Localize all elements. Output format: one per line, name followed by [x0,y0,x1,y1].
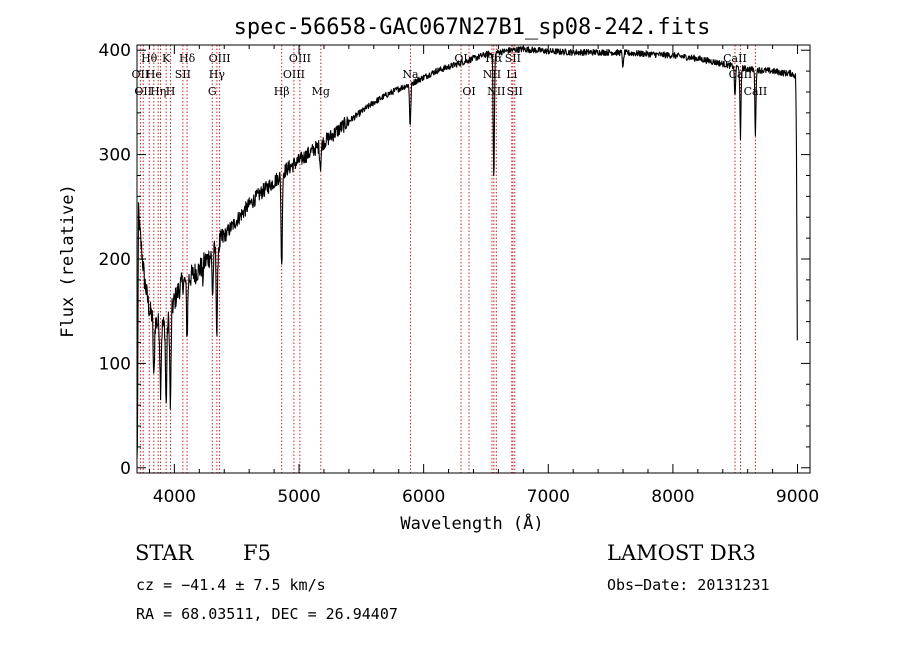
line-marker-label: Hδ [179,52,196,65]
y-tick-label: 200 [99,250,131,270]
x-tick-label: 6000 [402,487,445,507]
redshift-velocity: cz = −41.4 ± 7.5 km/s [136,576,326,594]
line-marker-label: Hθ [141,52,158,65]
line-marker-labels: OII OII Hθ He Hη K H SII Hδ G Hγ OIII Hβ OIII OIII Mg Na… [132,52,768,98]
line-marker-label: OIII [289,52,311,65]
line-marker-label: K [162,52,171,65]
line-marker-label: H [166,85,176,98]
line-marker-label: NII [483,68,501,81]
line-marker-label: OII [132,68,150,81]
plot-frame [136,44,811,474]
survey-name: LAMOST DR3 [607,541,756,565]
coordinates: RA = 68.03511, DEC = 26.94407 [136,605,398,623]
line-marker-label: CaII [723,52,747,65]
x-tick-label: 4000 [153,487,196,507]
line-marker-label: Li [506,68,517,81]
line-markers [139,45,756,473]
line-marker-label: CaII [744,85,768,98]
x-tick-label: 8000 [651,487,694,507]
line-marker-label: Mg [312,85,330,98]
line-marker-label: OIII [283,68,305,81]
line-marker-label: NII [487,85,505,98]
y-tick-label: 0 [120,459,131,479]
x-tick-label: 5000 [277,487,320,507]
chart-title: spec-56658-GAC067N27B1_sp08-242.fits [234,15,711,40]
y-tick-label: 300 [99,146,131,166]
line-marker-label: SII [505,52,521,65]
line-marker-label: G [208,85,217,98]
line-marker-label: OI [462,85,475,98]
line-marker-label: Hγ [209,68,226,81]
object-class: STAR [135,541,194,565]
x-axis-label: Wavelength (Å) [400,512,543,534]
line-marker-label: SII [507,85,523,98]
y-axis-label: Flux (relative) [58,184,78,338]
observation-date: Obs−Date: 20131231 [607,576,770,594]
line-marker-label: SII [175,68,191,81]
x-tick-label: 7000 [527,487,570,507]
y-tick-label: 400 [99,41,131,61]
line-marker-label: Na [402,68,419,81]
line-marker-label: OII [134,85,152,98]
spectrum-layer [136,46,798,460]
x-axis-ticks: 4000 5000 6000 7000 8000 9000 [148,45,819,507]
spectrum-line [136,46,798,460]
line-marker-label: OIII [209,52,231,65]
line-marker-label: He [146,68,162,81]
line-marker-label: Hα [485,52,503,65]
line-marker-label: Hη [150,85,166,98]
y-axis-ticks: 0 100 200 300 400 [99,41,810,479]
object-subclass: F5 [243,541,271,565]
line-marker-label: Hβ [274,85,290,98]
x-tick-label: 9000 [776,487,819,507]
y-tick-label: 100 [99,354,131,374]
